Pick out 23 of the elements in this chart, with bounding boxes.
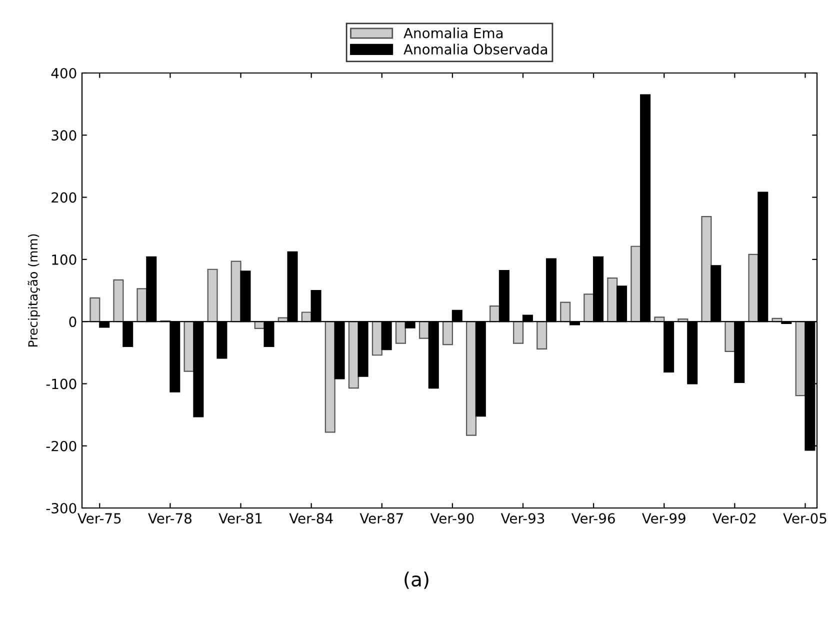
- y-axis-title: Precipitação (mm): [28, 234, 40, 346]
- x-tick-label: Ver-87: [360, 513, 403, 524]
- y-tick-label: 300: [52, 130, 76, 141]
- y-tick-label: 400: [51, 68, 76, 78]
- x-tick-label: Ver-84: [289, 513, 333, 524]
- x-tick-label: Ver-93: [500, 513, 544, 524]
- x-tick-label: Ver-02: [712, 513, 756, 524]
- x-tick-label: Ver-81: [218, 513, 262, 524]
- y-tick-label: -200: [46, 440, 76, 452]
- legend-label: Anomalia Ema: [404, 28, 503, 38]
- text: (a): [404, 572, 428, 589]
- y-tick-label: 0: [69, 316, 76, 328]
- x-tick-label: Ver-75: [78, 513, 121, 524]
- y-tick-label: -300: [46, 502, 76, 514]
- x-tick-label: Ver-05: [783, 513, 826, 524]
- x-tick-label: Ver-99: [642, 513, 686, 524]
- x-tick-label: Ver-96: [571, 513, 615, 524]
- y-tick-label: 100: [52, 254, 76, 265]
- y-tick-label: 200: [52, 192, 76, 203]
- x-tick-label: Ver-90: [430, 513, 474, 524]
- x-tick-label: Ver-78: [148, 513, 192, 524]
- y-tick-label: -100: [46, 378, 76, 390]
- legend-label: Anomalia Observada: [404, 44, 548, 55]
